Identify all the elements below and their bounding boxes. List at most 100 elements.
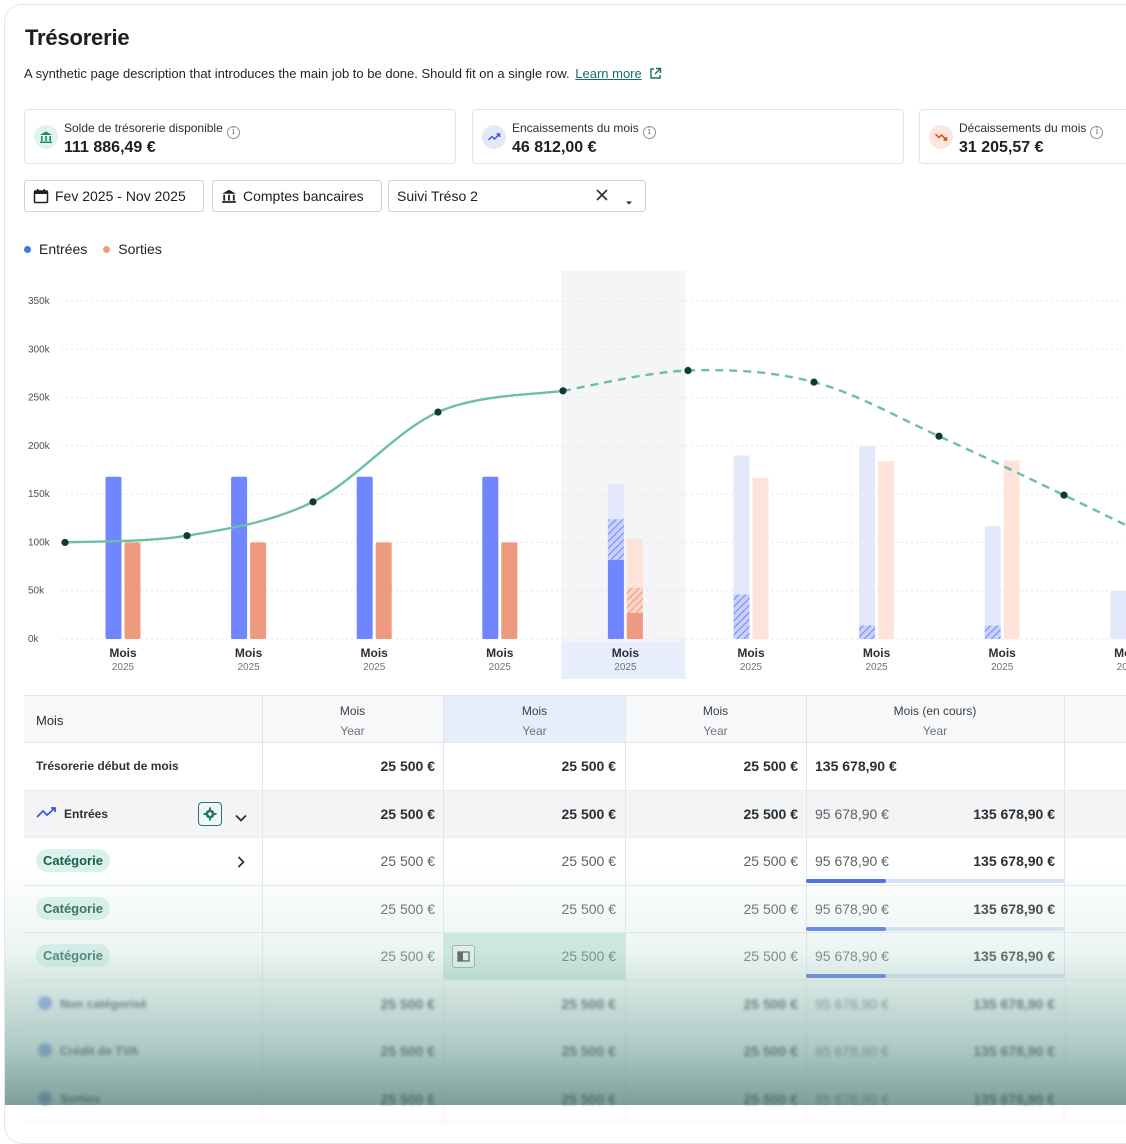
current-value-total[interactable]: 135 678,90 € bbox=[973, 1043, 1055, 1059]
bar-out-pending bbox=[626, 587, 643, 613]
x-tick-label: Mois bbox=[1114, 646, 1126, 660]
page-title: Trésorerie bbox=[25, 25, 130, 50]
cell-value[interactable]: 25 500 € bbox=[743, 1090, 799, 1107]
y-tick-label: 300k bbox=[28, 344, 51, 355]
bank-icon bbox=[34, 125, 58, 149]
info-icon[interactable]: i bbox=[1090, 126, 1104, 139]
accounts-filter-button[interactable]: Comptes bancaires bbox=[212, 180, 382, 212]
cell-value[interactable]: 25 500 € bbox=[743, 1043, 799, 1059]
cell-value[interactable]: 25 500 € bbox=[561, 805, 617, 822]
table-header: Mois Mois Year Mois Year Mois Year Mois (en… bbox=[24, 695, 1126, 743]
cell-value[interactable]: 25 500 € bbox=[380, 948, 436, 964]
column-header[interactable]: Mois Year bbox=[702, 704, 729, 738]
cell-value[interactable]: 25 500 € bbox=[561, 948, 617, 964]
current-value-realized[interactable]: 135 678,90 € bbox=[815, 758, 897, 774]
legend-item-in[interactable]: Entrées bbox=[24, 241, 87, 257]
gear-icon[interactable] bbox=[198, 801, 222, 826]
chevron-right-icon[interactable] bbox=[237, 855, 245, 873]
cell-value[interactable]: 25 500 € bbox=[743, 805, 799, 822]
table-row[interactable]: Catégorie 25 500 € 25 500 € 25 500 € 95 678,… bbox=[24, 885, 1126, 933]
page-frame: Trésorerie A synthetic page description … bbox=[4, 4, 1126, 1144]
current-value-total[interactable]: 135 678,90 € bbox=[973, 805, 1055, 822]
chevron-down-icon[interactable] bbox=[235, 809, 247, 827]
period-filter-button[interactable]: Fev 2025 - Nov 2025 bbox=[24, 180, 204, 212]
bar-out-forecast bbox=[752, 477, 769, 639]
current-value-total[interactable]: 135 678,90 € bbox=[973, 853, 1055, 869]
x-tick-label: Mois bbox=[361, 646, 389, 660]
cell-value[interactable]: 25 500 € bbox=[380, 1043, 436, 1059]
calendar-icon bbox=[33, 188, 49, 204]
chart-legend: Entrées Sorties bbox=[24, 241, 162, 257]
cell-value[interactable]: 25 500 € bbox=[561, 995, 617, 1012]
bar-in bbox=[105, 476, 122, 639]
view-select[interactable]: Suivi Tréso 2 bbox=[388, 180, 646, 212]
balance-point bbox=[61, 538, 69, 547]
row-label: Trésorerie début de mois bbox=[36, 759, 179, 773]
current-value-realized[interactable]: 95 678,90 € bbox=[815, 948, 889, 964]
column-header-selected[interactable]: Mois Year bbox=[444, 696, 625, 742]
cell-value[interactable]: 25 500 € bbox=[561, 900, 617, 917]
cell-value[interactable]: 25 500 € bbox=[380, 853, 436, 869]
y-tick-label: 200k bbox=[28, 441, 51, 452]
bar-out-forecast bbox=[1003, 460, 1020, 639]
view-select-value: Suivi Tréso 2 bbox=[397, 188, 478, 204]
cell-value[interactable]: 25 500 € bbox=[561, 853, 617, 869]
current-value-total[interactable]: 135 678,90 € bbox=[973, 948, 1055, 964]
cell-value[interactable]: 25 500 € bbox=[743, 758, 799, 774]
cell-value[interactable]: 25 500 € bbox=[743, 853, 799, 869]
cell-value[interactable]: 25 500 € bbox=[743, 995, 799, 1012]
balance-point bbox=[434, 408, 442, 416]
bar-in bbox=[607, 559, 624, 639]
cell-value[interactable]: 25 500 € bbox=[561, 758, 617, 774]
cell-value[interactable]: 25 500 € bbox=[743, 900, 799, 917]
trend-up-icon bbox=[36, 805, 58, 826]
accounts-filter-label: Comptes bancaires bbox=[243, 188, 364, 204]
balance-point bbox=[559, 387, 567, 395]
current-value-realized[interactable]: 95 678,90 € bbox=[815, 853, 889, 869]
info-icon[interactable]: i bbox=[226, 126, 240, 139]
chevron-down-icon[interactable] bbox=[625, 193, 633, 209]
y-tick-label: 0k bbox=[28, 634, 40, 645]
cell-value[interactable]: 25 500 € bbox=[380, 758, 436, 774]
kpi-label: Solde de trésorerie disponible i bbox=[64, 121, 240, 139]
table-row: Crédit de TVA 25 500 € 25 500 € 25 500 € 95 … bbox=[24, 1028, 1126, 1076]
current-value-realized[interactable]: 95 678,90 € bbox=[815, 805, 889, 822]
current-value-realized[interactable]: 95 678,90 € bbox=[815, 900, 889, 917]
bar-out bbox=[626, 612, 643, 639]
info-icon[interactable]: i bbox=[642, 126, 656, 139]
x-tick-label: Mois bbox=[109, 646, 137, 660]
balance-point bbox=[309, 498, 317, 506]
column-header[interactable]: Mois Year bbox=[339, 704, 366, 738]
current-value-total[interactable]: 135 678,90 € bbox=[973, 900, 1055, 917]
current-value-realized[interactable]: 95 678,90 € bbox=[815, 995, 889, 1012]
progress-fill bbox=[806, 879, 886, 883]
cell-value[interactable]: 25 500 € bbox=[743, 948, 799, 964]
bar-out bbox=[375, 542, 392, 639]
learn-more-link[interactable]: Learn more bbox=[575, 66, 642, 81]
current-value-total[interactable]: 135 678,90 € bbox=[973, 1090, 1055, 1107]
x-tick-sublabel: 2025 bbox=[740, 662, 763, 673]
cell-detail-icon[interactable] bbox=[452, 945, 475, 968]
bar-out bbox=[501, 542, 518, 639]
column-header-current[interactable]: Mois (en cours) Year bbox=[893, 704, 977, 738]
current-value-realized[interactable]: 95 678,90 € bbox=[815, 1090, 889, 1107]
cell-value[interactable]: 25 500 € bbox=[561, 1090, 617, 1107]
current-value-realized[interactable]: 95 678,90 € bbox=[815, 1043, 889, 1059]
external-link-icon[interactable] bbox=[649, 67, 662, 80]
table-row: Trésorerie début de mois 25 500 € 25 500 €… bbox=[24, 743, 1126, 791]
cell-value[interactable]: 25 500 € bbox=[380, 1090, 436, 1107]
table-row[interactable]: Catégorie 25 500 € 25 500 € 25 500 € 95 678,… bbox=[24, 838, 1126, 886]
cashflow-chart: 350k 300k 250k 200k 150k 100k 50k 0k Mois 2025 Moi… bbox=[28, 271, 1126, 679]
cell-value[interactable]: 25 500 € bbox=[380, 900, 436, 917]
x-tick-label: Mois bbox=[737, 646, 765, 660]
clear-icon[interactable] bbox=[595, 188, 609, 205]
cell-value[interactable]: 25 500 € bbox=[380, 805, 436, 822]
cell-value[interactable]: 25 500 € bbox=[380, 995, 436, 1012]
current-value-total[interactable]: 135 678,90 € bbox=[973, 995, 1055, 1012]
category-pill: Catégorie bbox=[36, 849, 110, 872]
cell-value[interactable]: 25 500 € bbox=[561, 1043, 617, 1059]
table-row[interactable]: Catégorie 25 500 € 25 500 € 25 500 € 95 678,… bbox=[24, 933, 1126, 981]
x-tick-label: Mois bbox=[235, 646, 263, 660]
y-tick-label: 50k bbox=[28, 586, 45, 597]
legend-item-out[interactable]: Sorties bbox=[103, 241, 162, 257]
